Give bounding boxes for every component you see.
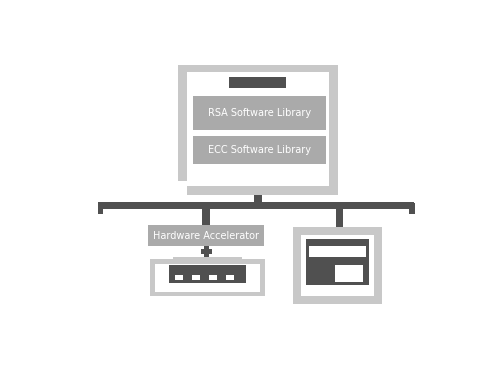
Bar xyxy=(226,275,234,280)
Bar xyxy=(306,239,368,285)
Bar xyxy=(192,275,200,280)
Bar xyxy=(201,249,211,254)
Bar xyxy=(156,264,260,292)
Bar xyxy=(301,235,374,296)
Bar xyxy=(335,265,362,282)
Bar xyxy=(193,96,326,130)
Bar xyxy=(230,77,286,88)
Bar xyxy=(187,72,330,186)
Bar xyxy=(148,225,264,246)
Bar xyxy=(178,181,187,195)
Bar xyxy=(98,203,414,208)
Bar xyxy=(169,265,246,283)
Text: RSA Software Library: RSA Software Library xyxy=(208,108,311,118)
Bar xyxy=(204,246,208,257)
Bar xyxy=(332,240,338,245)
Bar xyxy=(193,136,326,164)
Bar xyxy=(310,240,316,245)
Bar xyxy=(410,203,415,214)
Bar xyxy=(210,275,217,280)
Bar xyxy=(321,240,327,245)
Bar xyxy=(202,208,210,225)
Bar xyxy=(173,257,242,263)
Bar xyxy=(98,203,103,214)
Bar xyxy=(336,208,344,227)
Bar xyxy=(178,65,338,195)
Text: ECC Software Library: ECC Software Library xyxy=(208,145,311,155)
Bar xyxy=(150,260,266,296)
Bar xyxy=(293,227,382,304)
Bar xyxy=(254,195,262,205)
Text: Hardware Accelerator: Hardware Accelerator xyxy=(153,231,259,241)
Bar xyxy=(176,275,183,280)
Bar xyxy=(308,246,366,257)
